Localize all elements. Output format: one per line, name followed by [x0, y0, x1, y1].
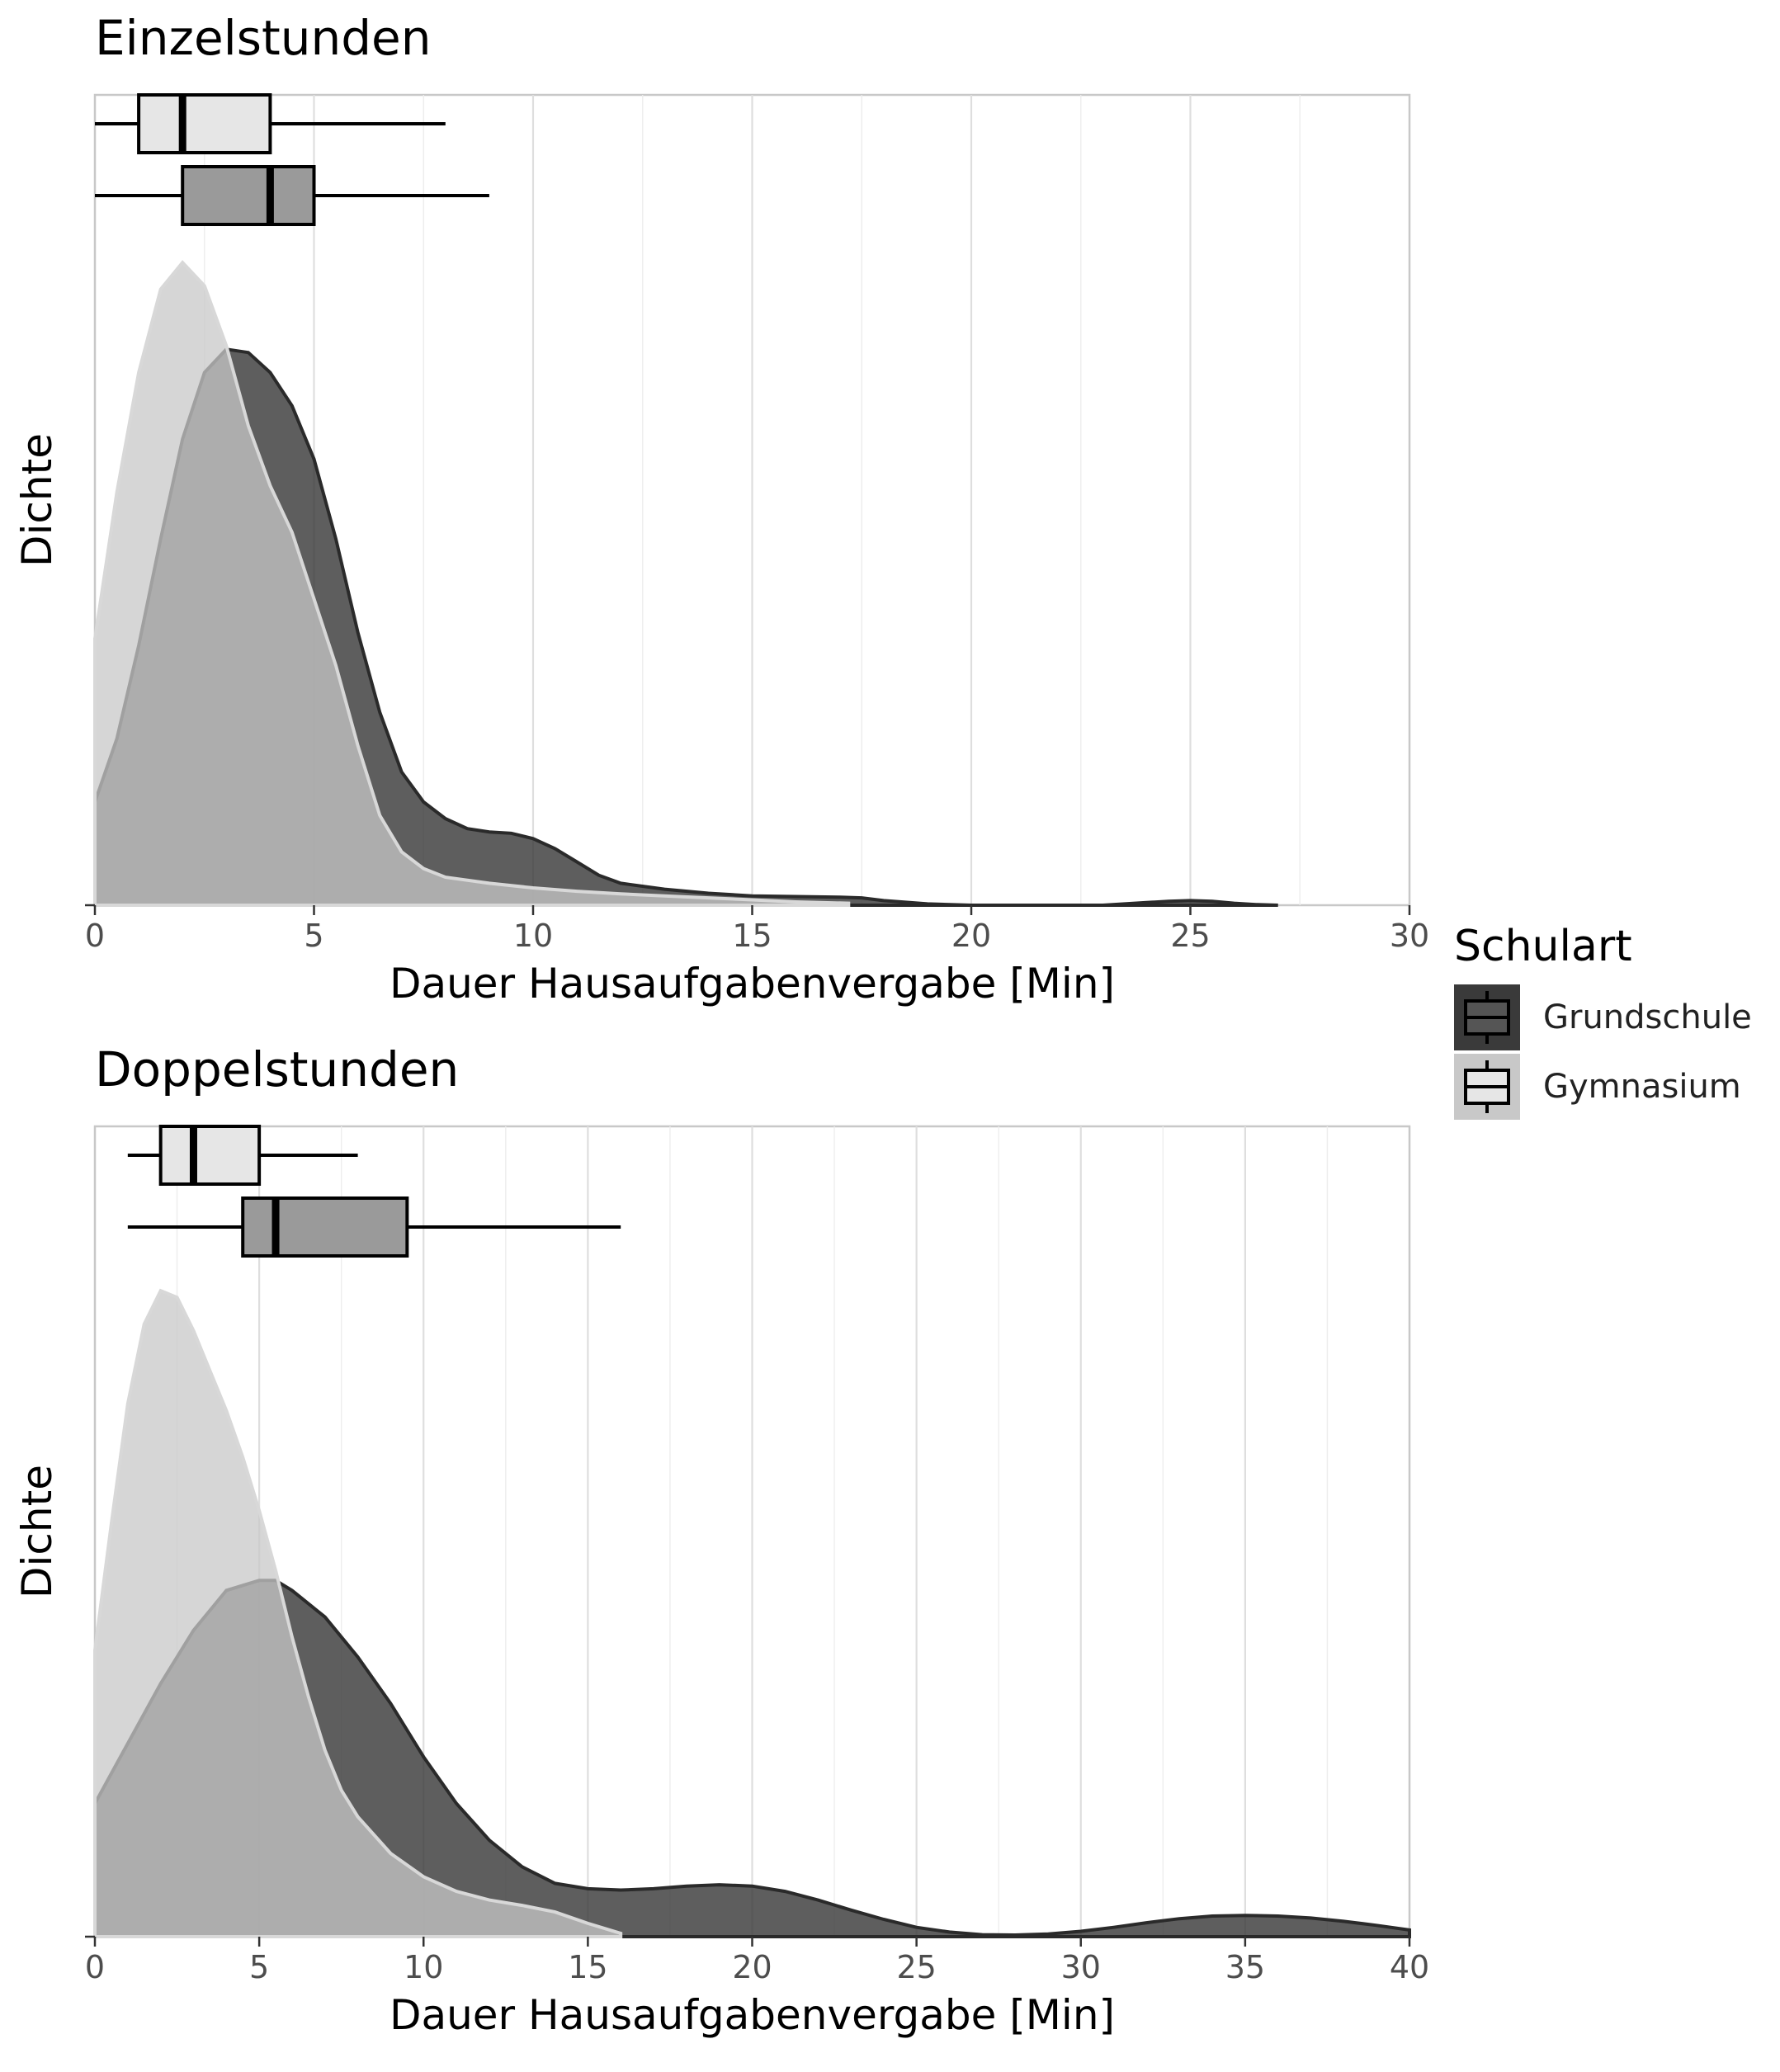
- x-tick-label: 40: [1390, 1949, 1429, 1985]
- x-tick-label: 20: [732, 1949, 772, 1985]
- x-tick-label: 30: [1061, 1949, 1101, 1985]
- legend: Schulart Grundschule Gymnasium: [1454, 922, 1776, 1121]
- x-tick-label: 0: [85, 918, 105, 954]
- y-axis-label: Dichte: [13, 1465, 61, 1598]
- density-area-gymnasium: [93, 260, 851, 907]
- x-tick-label: 15: [732, 918, 772, 954]
- legend-label-gymnasium: Gymnasium: [1543, 1068, 1741, 1106]
- legend-title: Schulart: [1454, 922, 1632, 971]
- legend-label-grundschule: Grundschule: [1543, 998, 1752, 1036]
- chart-doppelstunden: 0 5 10 15 20 25 30 35 40 Dauer Hausaufgabenvergab…: [13, 1125, 1429, 2039]
- x-axis-label: Dauer Hausaufgabenvergabe [Min]: [390, 960, 1115, 1008]
- x-tick-label: 35: [1225, 1949, 1265, 1985]
- x-axis-label: Dauer Hausaufgabenvergabe [Min]: [390, 1991, 1115, 2039]
- density-area-grundschule: [93, 1579, 1411, 1938]
- x-tick-label: 10: [513, 918, 553, 954]
- legend-item-grundschule: Grundschule: [1454, 983, 1776, 1052]
- x-tick-label: 25: [1170, 918, 1210, 954]
- boxplot-box-grundschule: [181, 165, 316, 226]
- boxplot-box-gymnasium: [158, 1125, 262, 1186]
- boxplot-box-grundschule: [241, 1196, 409, 1258]
- legend-item-gymnasium: Gymnasium: [1454, 1052, 1776, 1121]
- x-tick-label: 25: [896, 1949, 936, 1985]
- panel-title-einzelstunden: Einzelstunden: [95, 10, 432, 66]
- chart-einzelstunden: 0 5 10 15 20 25 30 Dauer Hausaufgabenvergabe [M…: [13, 93, 1429, 1008]
- x-tick-label: 0: [85, 1949, 105, 1985]
- panel-title-doppelstunden: Doppelstunden: [95, 1041, 460, 1097]
- legend-key-gymnasium: [1454, 1054, 1520, 1120]
- density-area-gymnasium: [93, 1288, 623, 1938]
- x-tick-label: 15: [568, 1949, 607, 1985]
- density-area-grundschule: [93, 347, 1278, 907]
- x-tick-label: 10: [404, 1949, 443, 1985]
- y-axis-label: Dichte: [13, 433, 61, 567]
- x-tick-label: 20: [951, 918, 991, 954]
- boxplot-box-gymnasium: [137, 93, 272, 154]
- x-tick-label: 5: [304, 918, 323, 954]
- legend-key-grundschule: [1454, 984, 1520, 1050]
- x-tick-label: 30: [1390, 918, 1429, 954]
- x-tick-label: 5: [249, 1949, 269, 1985]
